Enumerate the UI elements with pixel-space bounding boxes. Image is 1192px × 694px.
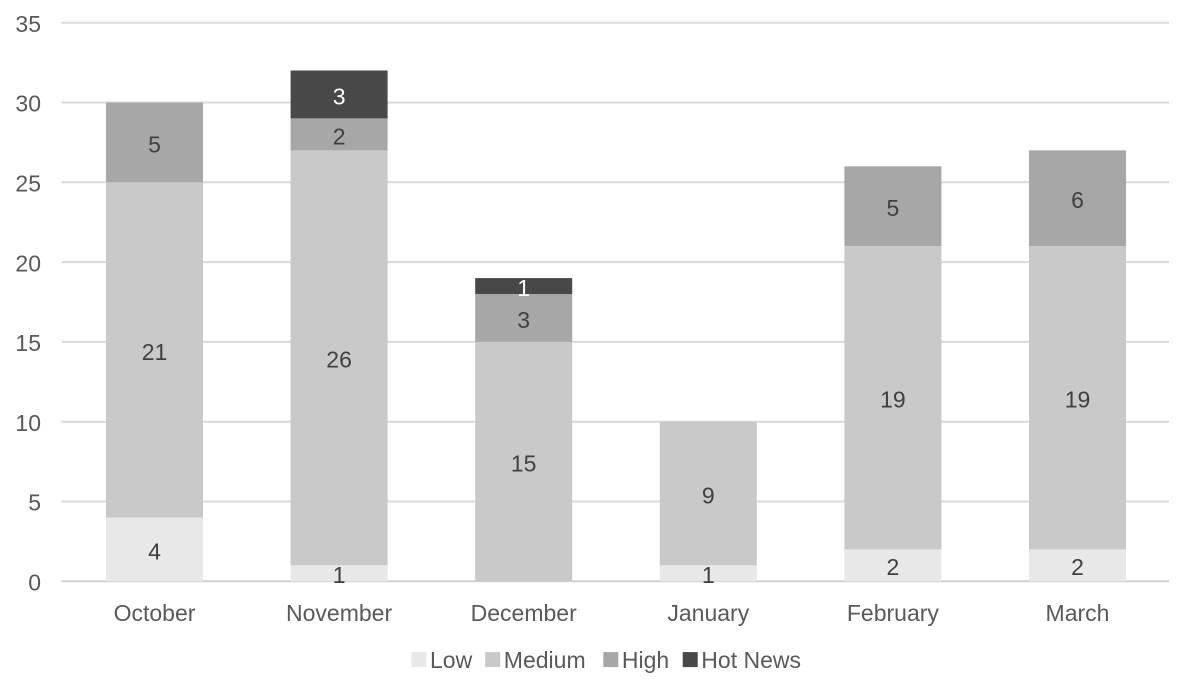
svg-text:5: 5	[148, 131, 161, 157]
svg-text:1: 1	[702, 562, 715, 588]
svg-text:35: 35	[15, 11, 41, 37]
svg-text:March: March	[1046, 600, 1110, 626]
svg-text:25: 25	[15, 171, 41, 197]
svg-text:9: 9	[702, 482, 715, 508]
svg-text:2: 2	[887, 554, 900, 580]
svg-text:3: 3	[333, 83, 346, 109]
svg-text:19: 19	[880, 387, 906, 413]
svg-text:Low: Low	[430, 647, 473, 673]
svg-text:5: 5	[28, 490, 41, 516]
svg-text:2: 2	[333, 123, 346, 149]
svg-text:February: February	[847, 600, 940, 626]
svg-text:15: 15	[511, 451, 537, 477]
svg-text:19: 19	[1065, 387, 1091, 413]
svg-text:6: 6	[1071, 187, 1084, 213]
svg-text:5: 5	[887, 195, 900, 221]
svg-text:20: 20	[15, 250, 41, 276]
svg-text:4: 4	[148, 538, 161, 564]
svg-text:November: November	[286, 600, 392, 626]
svg-text:High: High	[622, 647, 669, 673]
svg-text:0: 0	[28, 570, 41, 596]
svg-text:October: October	[114, 600, 196, 626]
svg-text:10: 10	[15, 410, 41, 436]
svg-text:1: 1	[517, 275, 530, 301]
svg-text:15: 15	[15, 330, 41, 356]
svg-text:21: 21	[142, 339, 168, 365]
svg-text:30: 30	[15, 91, 41, 117]
svg-text:26: 26	[326, 347, 352, 373]
svg-text:Medium: Medium	[504, 647, 586, 673]
svg-text:3: 3	[517, 307, 530, 333]
svg-text:Hot News: Hot News	[701, 647, 801, 673]
svg-text:2: 2	[1071, 554, 1084, 580]
svg-text:1: 1	[333, 562, 346, 588]
svg-text:December: December	[471, 600, 577, 626]
svg-text:January: January	[667, 600, 749, 626]
